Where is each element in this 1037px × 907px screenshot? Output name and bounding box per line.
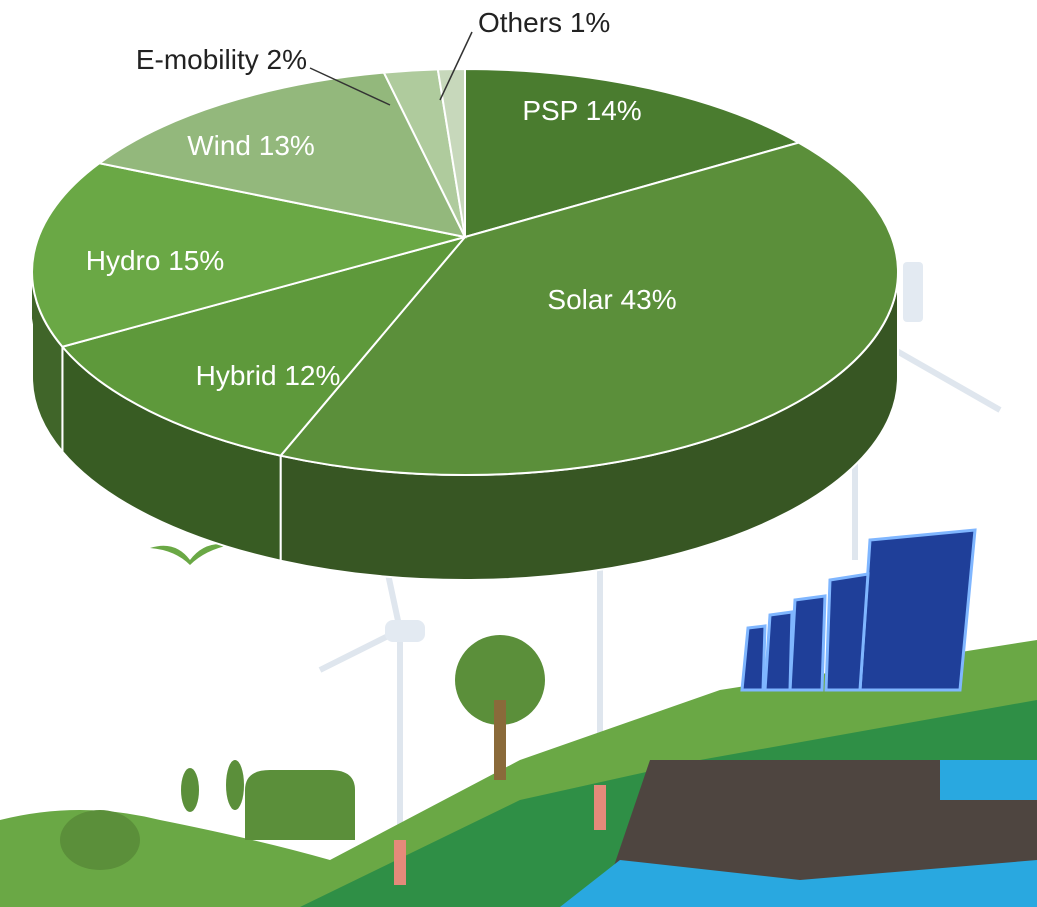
leader-line — [309, 67, 391, 106]
leader-line — [439, 31, 473, 101]
slice — [60, 235, 468, 457]
category-label: Solar — [547, 284, 612, 315]
value-label: 13% — [259, 130, 315, 161]
slice — [31, 162, 466, 348]
value-label: 14% — [586, 95, 642, 126]
slice-label: E-mobility 2% — [136, 44, 307, 75]
slice-label: Others 1% — [478, 7, 610, 38]
value-label: 12% — [284, 360, 340, 391]
category-label: Hydro — [86, 245, 161, 276]
category-label: Wind — [187, 130, 251, 161]
slice-label: Solar 43% — [547, 284, 676, 315]
category-label: E-mobility — [136, 44, 259, 75]
slice-label: PSP 14% — [522, 95, 641, 126]
slice — [464, 67, 802, 239]
slice — [436, 67, 466, 238]
value-label: 1% — [570, 7, 610, 38]
category-label: PSP — [522, 95, 578, 126]
slice-label: Wind 13% — [187, 130, 315, 161]
slice — [96, 71, 467, 239]
background-illustration — [0, 200, 1037, 907]
pie — [31, 67, 899, 581]
slice — [278, 141, 899, 476]
category-label: Hybrid — [196, 360, 277, 391]
labels: PSP 14% Solar 43% Hybrid 12% Hydro 15% Wind … — [86, 7, 677, 391]
value-label: 15% — [168, 245, 224, 276]
value-label: 2% — [267, 44, 307, 75]
category-label: Others — [478, 7, 562, 38]
slice-label: Hybrid 12% — [196, 360, 341, 391]
slice-label: Hydro 15% — [86, 245, 225, 276]
value-label: 43% — [621, 284, 677, 315]
